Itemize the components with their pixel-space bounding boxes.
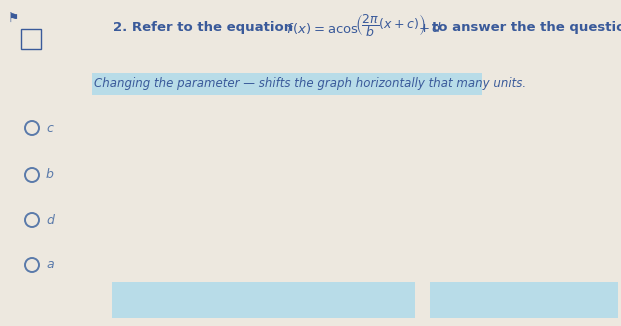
Text: $f\,(x) =\mathrm{acos}$: $f\,(x) =\mathrm{acos}$ <box>286 21 359 36</box>
Text: $\left(\dfrac{2\pi}{b}(x+c)\right)$: $\left(\dfrac{2\pi}{b}(x+c)\right)$ <box>355 12 425 39</box>
FancyBboxPatch shape <box>112 282 415 318</box>
Text: $+\,d$: $+\,d$ <box>418 21 442 35</box>
Text: b: b <box>46 169 54 182</box>
FancyBboxPatch shape <box>430 282 618 318</box>
Text: Changing the parameter — shifts the graph horizontally that many units.: Changing the parameter — shifts the grap… <box>94 78 526 91</box>
FancyBboxPatch shape <box>92 73 482 95</box>
Text: ⚑: ⚑ <box>8 11 19 24</box>
FancyBboxPatch shape <box>21 29 41 49</box>
Text: 2. Refer to the equation: 2. Refer to the equation <box>113 22 293 35</box>
Text: to answer the the question.: to answer the the question. <box>432 22 621 35</box>
Text: a: a <box>46 259 53 272</box>
Text: d: d <box>46 214 54 227</box>
Text: c: c <box>46 122 53 135</box>
